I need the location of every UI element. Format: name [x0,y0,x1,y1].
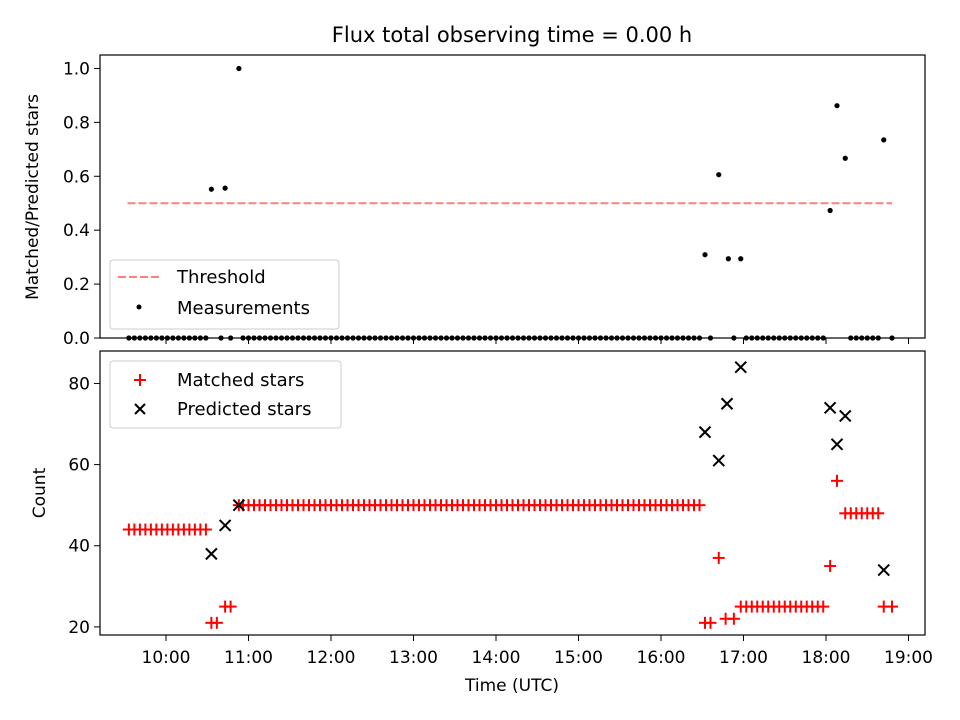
x-tick-label: 17:00 [719,648,768,668]
measurement-point [725,256,731,262]
bottom-legend: Matched stars Predicted stars [109,360,342,429]
x-tick-label: 18:00 [802,648,851,668]
bottom-legend-box [109,360,342,429]
measurement-point [702,252,708,258]
predicted-star-point [830,438,844,451]
measurement-point [222,185,228,191]
top-legend-box [109,259,340,330]
top-y-tick-label: 1.0 [63,59,90,79]
x-tick-label: 15:00 [554,648,603,668]
measurement-point [738,256,744,262]
matched-star-point [872,507,885,520]
matched-star-point [210,616,223,629]
matched-star-point [712,551,725,564]
top-y-tick-label: 0.2 [63,275,90,295]
x-tick-label: 11:00 [224,648,273,668]
predicted-star-point [877,563,890,577]
chart-title: Flux total observing time = 0.00 h [332,23,692,47]
top-y-tick-label: 0.8 [63,113,90,133]
legend-measurements-label: Measurements [177,298,310,319]
x-tick-label: 19:00 [884,648,933,668]
measurement-point [842,155,848,161]
legend-threshold-label: Threshold [176,267,266,288]
x-tick-label: 14:00 [472,648,521,668]
bottom-panel-marks: 20 40 60 80 10:00 11:00 12:00 13:00 14:00 15:00 16… [68,361,933,668]
predicted-star-point [218,519,232,532]
top-y-tick-label: 0.6 [63,167,90,187]
matched-star-point [886,600,898,613]
measurement-point [827,207,833,214]
legend-predicted-label: Predicted stars [177,399,311,420]
x-tick-label: 10:00 [142,648,191,668]
measurement-point [881,137,887,143]
measurement-point [208,186,214,192]
x-axis-label: Time (UTC) [464,676,559,696]
x-tick-label: 16:00 [637,648,686,668]
bottom-y-axis-label: Count [30,467,50,518]
matched-star-point [704,616,717,629]
x-tick-label: 13:00 [389,648,438,668]
predicted-star-point [720,397,734,410]
legend-matched-label: Matched stars [177,370,304,391]
top-y-axis-label: Matched/Predicted stars [23,94,43,300]
bottom-y-tick-label: 40 [68,537,90,557]
predicted-star-point [232,498,246,512]
bottom-y-tick-label: 20 [68,618,90,638]
matched-star-point [824,560,837,573]
predicted-star-point [205,547,218,561]
top-axes-frame [99,54,926,339]
matched-star-point [831,474,843,487]
top-y-tick-label: 0.0 [63,329,90,349]
legend-predicted-swatch [134,403,146,415]
legend-matched-swatch [134,374,146,386]
measurement-point [716,172,722,178]
x-tick-label: 12:00 [307,648,356,668]
predicted-star-point [734,361,747,374]
matched-star-point [199,523,212,536]
predicted-star-point [712,454,725,467]
bottom-y-tick-label: 80 [68,374,90,394]
predicted-star-point [823,401,837,415]
measurement-point [834,103,840,109]
predicted-star-point [839,409,852,423]
matched-star-point [817,600,830,613]
measurement-point [236,65,242,72]
matched-star-point [224,600,237,613]
matched-star-point [727,612,740,625]
top-y-tick-label: 0.4 [63,221,90,241]
legend-measurements-swatch [136,304,142,310]
bottom-axes-frame [99,350,926,636]
predicted-star-point [698,425,712,439]
top-legend: Threshold Measurements [109,259,340,330]
matched-star-point [693,499,706,512]
bottom-y-tick-label: 60 [68,456,90,476]
